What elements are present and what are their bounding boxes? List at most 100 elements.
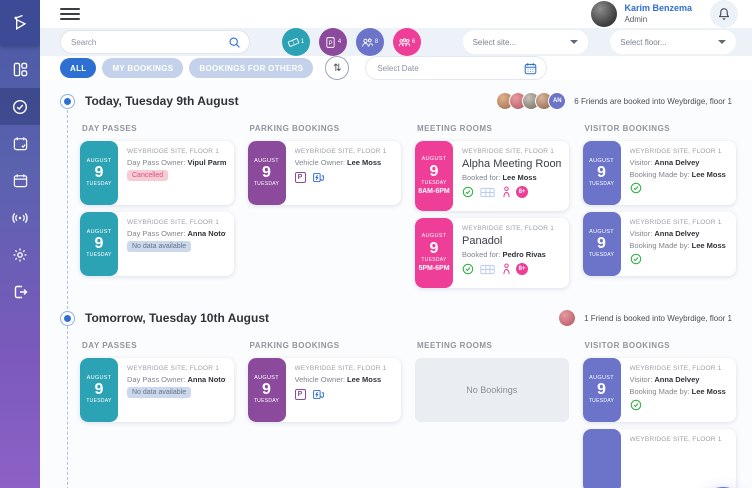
main-area: Karim Benzema Admin 1 P 4 <box>40 0 752 488</box>
approved-icon <box>630 399 641 411</box>
sidebar-item-my-bookings[interactable] <box>0 88 40 125</box>
floor-select[interactable]: Select floor... <box>610 30 736 54</box>
site-select-value: Select site... <box>472 37 517 47</box>
date-picker[interactable]: Select Date <box>365 56 548 80</box>
date-block: AUGUST 9 TUESDAY 8AM-6PM <box>415 141 453 211</box>
date-day: 9 <box>94 164 104 182</box>
date-weekday: TUESDAY <box>421 179 447 186</box>
user-role: Admin <box>624 14 648 24</box>
date-month: AUGUST <box>254 374 279 381</box>
parking-sign-icon: P <box>326 36 335 48</box>
date-day: 9 <box>597 235 606 253</box>
tab-bookings-for-others[interactable]: BOOKINGS FOR OTHERS <box>189 58 314 78</box>
parking-card[interactable]: AUGUST 9 TUESDAY WEYBRIDGE SITE, FLOOR 1… <box>247 358 401 422</box>
date-day: 9 <box>94 235 104 253</box>
sidebar-item-settings[interactable] <box>0 236 40 273</box>
sidebar-item-booking-approvals[interactable] <box>0 125 40 162</box>
search-input[interactable] <box>71 37 228 47</box>
column-header: DAY PASSES <box>82 124 138 133</box>
today-columns: DAY PASSES AUGUST 9 TUESDAY WEYBRIDGE SI… <box>80 120 736 295</box>
column-parking: PARKING BOOKINGS AUGUST 9 TUESDAY WEYBRI… <box>247 337 401 488</box>
user-menu[interactable]: Karim Benzema Admin <box>591 1 692 27</box>
top-bar: Karim Benzema Admin <box>40 0 752 28</box>
bell-icon <box>718 8 730 20</box>
visitor-line: Visitor: Anna Delvey <box>629 375 700 384</box>
date-block: AUGUST 9 TUESDAY <box>247 358 286 422</box>
section-title: Tomorrow, Tuesday 10th August <box>85 311 270 325</box>
visitor-card[interactable]: AUGUST 9 TUESDAY WEYBRIDGE SITE, FLOOR 1… <box>582 358 736 422</box>
visitor-card-partial[interactable]: WEYBRIDGE SITE, FLOOR 1 <box>582 429 736 488</box>
sort-icon: ⇅ <box>333 62 342 74</box>
date-day: 9 <box>429 239 439 257</box>
column-meetings: MEETING ROOMS AUGUST 9 TUESDAY 8AM-6PM W… <box>415 120 569 295</box>
section-header-tomorrow: Tomorrow, Tuesday 10th August 1 Friend i… <box>60 309 738 327</box>
approved-icon <box>630 182 641 194</box>
day-pass-card[interactable]: AUGUST 9 TUESDAY WEYBRIDGE SITE, FLOOR 1… <box>80 141 234 205</box>
day-pass-card[interactable]: AUGUST 9 TUESDAY WEYBRIDGE SITE, FLOOR 1… <box>80 358 234 422</box>
date-time: 8AM-6PM <box>418 187 450 195</box>
date-picker-value: Select Date <box>377 63 419 73</box>
site-label: WEYBRIDGE SITE, FLOOR 1 <box>462 148 555 155</box>
sidebar <box>0 0 40 488</box>
quick-filter-count: 4 <box>337 39 342 45</box>
ticket-icon <box>287 37 300 47</box>
no-bookings-placeholder: No Bookings <box>415 358 569 422</box>
quick-filters: 1 P 4 8 6 <box>281 28 421 56</box>
group-icon <box>398 37 411 46</box>
search-icon[interactable] <box>228 36 241 49</box>
meeting-card[interactable]: AUGUST 9 TUESDAY 5PM-6PM WEYBRIDGE SITE,… <box>415 218 569 288</box>
column-header: PARKING BOOKINGS <box>249 341 340 350</box>
quick-filter-day-passes[interactable]: 1 <box>281 28 310 56</box>
search-box[interactable] <box>60 30 250 54</box>
day-pass-card[interactable]: AUGUST 9 TUESDAY WEYBRIDGE SITE, FLOOR 1… <box>80 212 234 276</box>
site-label: WEYBRIDGE SITE, FLOOR 1 <box>462 225 555 232</box>
sidebar-item-visitor-signal[interactable] <box>0 199 40 236</box>
sidebar-item-calendar[interactable] <box>0 162 40 199</box>
user-name: Karim Benzema <box>624 3 692 14</box>
column-parking: PARKING BOOKINGS AUGUST 9 TUESDAY WEYBRI… <box>247 120 401 295</box>
quick-filter-parking[interactable]: P 4 <box>318 28 347 56</box>
gear-icon <box>13 248 27 261</box>
timeline-dot-icon <box>60 93 75 109</box>
notifications-button[interactable] <box>710 0 738 28</box>
friends-avatars[interactable]: AN <box>496 92 567 110</box>
date-day: 9 <box>94 381 104 399</box>
friends-avatars[interactable] <box>558 309 577 327</box>
tab-my-bookings[interactable]: MY BOOKINGS <box>102 58 184 78</box>
owner-line: Day Pass Owner: Anna Notovska <box>127 375 226 384</box>
sidebar-item-dashboard[interactable] <box>0 51 40 88</box>
meeting-card[interactable]: AUGUST 9 TUESDAY 8AM-6PM WEYBRIDGE SITE,… <box>415 141 569 211</box>
visitor-card[interactable]: AUGUST 9 TUESDAY WEYBRIDGE SITE, FLOOR 1… <box>582 212 736 276</box>
date-day: 9 <box>262 381 271 399</box>
tab-all[interactable]: ALL <box>60 58 97 78</box>
date-weekday: TUESDAY <box>86 252 112 259</box>
sidebar-item-logout[interactable] <box>0 273 40 310</box>
owner-line: Vehicle Owner: Lee Moss <box>294 158 382 167</box>
toolbar: 1 P 4 8 6 Select site... <box>40 28 752 56</box>
date-block: AUGUST 9 TUESDAY <box>80 141 118 205</box>
quick-filter-meetings[interactable]: 8 <box>355 28 384 56</box>
visitor-card[interactable]: AUGUST 9 TUESDAY WEYBRIDGE SITE, FLOOR 1… <box>582 141 736 205</box>
site-label: WEYBRIDGE SITE, FLOOR 1 <box>294 148 387 155</box>
date-weekday: TUESDAY <box>86 398 112 405</box>
friend-avatar-initials: AN <box>548 92 567 110</box>
room-name: Panadol <box>462 235 503 247</box>
column-visitors: VISITOR BOOKINGS AUGUST 9 TUESDAY WEYBRI… <box>582 120 736 295</box>
parking-card[interactable]: AUGUST 9 TUESDAY WEYBRIDGE SITE, FLOOR 1… <box>247 141 401 205</box>
menu-toggle-icon[interactable] <box>60 5 80 23</box>
capacity-badge: 8+ <box>516 186 528 198</box>
date-day: 9 <box>597 381 606 399</box>
calendar-check-icon <box>13 137 27 151</box>
svg-text:P: P <box>328 39 332 46</box>
site-label: WEYBRIDGE SITE, FLOOR 1 <box>629 365 722 372</box>
calendar-icon <box>525 62 537 74</box>
sort-button[interactable]: ⇅ <box>325 56 350 80</box>
date-block: AUGUST 9 TUESDAY <box>582 212 621 276</box>
ev-charging-icon <box>312 389 324 400</box>
timeline-dot-icon <box>60 310 75 326</box>
site-select[interactable]: Select site... <box>462 30 589 54</box>
ev-charging-icon <box>312 172 324 183</box>
quick-filter-visitors[interactable]: 6 <box>392 28 421 56</box>
app-logo[interactable] <box>0 0 40 45</box>
tomorrow-columns: DAY PASSES AUGUST 9 TUESDAY WEYBRIDGE SI… <box>80 337 736 488</box>
